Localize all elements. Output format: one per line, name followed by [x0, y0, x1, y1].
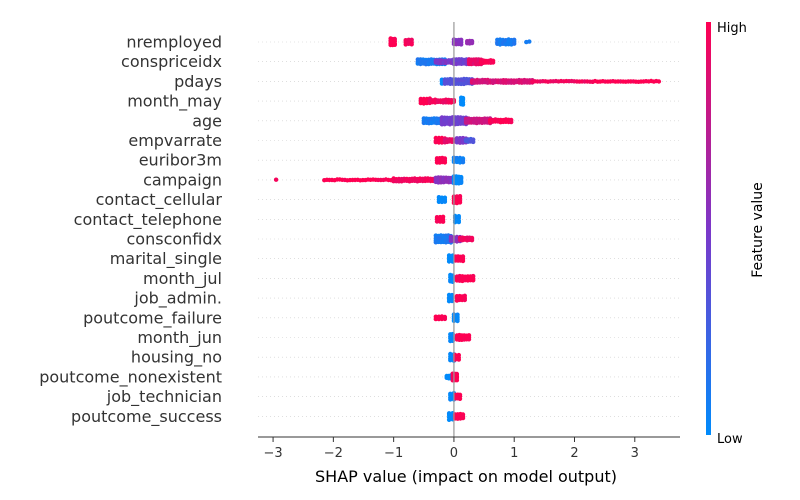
- shap-point: [469, 238, 475, 243]
- feature-label: marital_single: [110, 249, 222, 269]
- shap-point: [459, 42, 464, 47]
- shap-point: [433, 316, 438, 322]
- x-tick-label: 3: [631, 446, 639, 461]
- shap-point: [460, 102, 466, 107]
- shap-point: [469, 40, 475, 46]
- shap-point: [466, 337, 472, 342]
- x-tick-label: 0: [450, 446, 458, 461]
- feature-label: consconfidx: [127, 230, 223, 249]
- feature-label: poutcome_failure: [83, 308, 222, 328]
- shap-point: [512, 41, 517, 46]
- shap-point: [273, 177, 279, 182]
- x-tick-label: 2: [570, 446, 578, 461]
- colorbar: High Low Feature value: [706, 21, 766, 447]
- shap-point: [449, 298, 455, 304]
- shap-point: [409, 42, 414, 47]
- feature-label: age: [192, 111, 222, 130]
- feature-label: empvarrate: [128, 131, 222, 150]
- feature-label: job_technician: [106, 387, 222, 407]
- shap-point: [457, 200, 463, 205]
- shap-points: [273, 36, 662, 422]
- colorbar-high-label: High: [717, 21, 747, 36]
- shap-point: [446, 259, 452, 264]
- feature-label: conspriceidx: [121, 52, 222, 71]
- shap-point: [457, 396, 463, 401]
- shap-point: [471, 139, 476, 145]
- shap-point: [459, 180, 464, 185]
- colorbar-low-label: Low: [717, 432, 743, 447]
- feature-label: nremployed: [126, 33, 222, 52]
- feature-label: month_jun: [137, 328, 222, 348]
- shap-point: [527, 39, 532, 44]
- x-tick-label: 1: [510, 446, 518, 461]
- x-axis: −3 −2 −1 0 1 2 3: [258, 436, 680, 461]
- shap-point: [446, 417, 452, 422]
- feature-label: housing_no: [131, 348, 222, 368]
- shap-point: [471, 278, 476, 283]
- shap-point: [440, 219, 446, 224]
- shap-point: [462, 297, 467, 303]
- shap-point: [456, 357, 461, 362]
- feature-label: poutcome_nonexistent: [39, 367, 222, 387]
- feature-label: pdays: [174, 72, 222, 91]
- shap-point: [448, 397, 453, 402]
- shap-point: [460, 160, 466, 165]
- shap-point: [392, 42, 397, 47]
- feature-label: campaign: [143, 170, 222, 189]
- x-tick-label: −3: [263, 446, 282, 461]
- shap-point: [460, 415, 466, 421]
- shap-point: [434, 219, 440, 224]
- shap-point: [455, 318, 460, 324]
- shap-point: [656, 79, 662, 84]
- colorbar-gradient: [706, 22, 711, 435]
- x-tick-label: −1: [384, 446, 403, 461]
- feature-label: euribor3m: [139, 151, 222, 170]
- shap-point: [442, 160, 448, 165]
- shap-point: [460, 258, 466, 264]
- x-tick-label: −2: [324, 446, 343, 461]
- shap-point: [448, 358, 453, 363]
- shap-point: [442, 199, 448, 204]
- feature-label: contact_cellular: [96, 190, 223, 210]
- feature-rows: nremployedconspriceidxpdaysmonth_mayagee…: [39, 33, 680, 427]
- feature-label: job_admin.: [133, 289, 222, 309]
- feature-label: month_may: [127, 92, 222, 112]
- shap-point: [509, 119, 514, 125]
- x-axis-title: SHAP value (impact on model output): [315, 467, 617, 486]
- shap-point: [456, 219, 461, 225]
- shap-point: [490, 60, 496, 65]
- feature-label: contact_telephone: [74, 210, 222, 230]
- feature-label: poutcome_success: [71, 407, 222, 427]
- feature-label: month_jul: [143, 269, 222, 289]
- colorbar-title: Feature value: [750, 182, 766, 278]
- shap-point: [454, 378, 460, 383]
- shap-point: [442, 316, 448, 322]
